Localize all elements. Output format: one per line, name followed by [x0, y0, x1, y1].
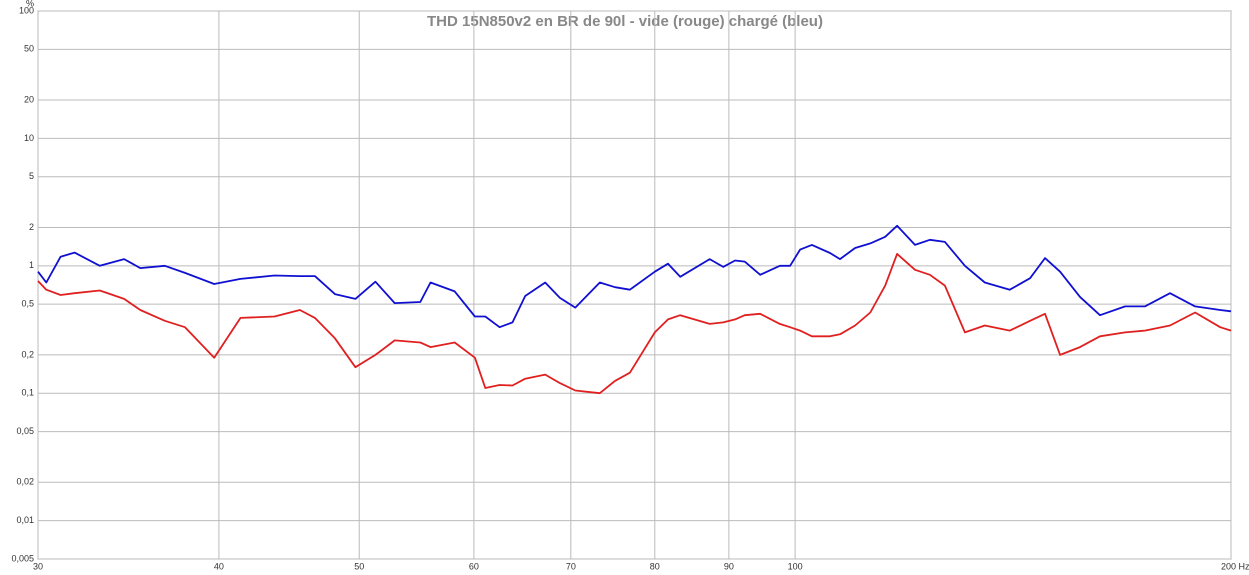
y-tick-label: 0,5: [21, 299, 34, 309]
y-tick-label: 1: [29, 260, 34, 270]
x-tick-label: 100: [788, 561, 803, 571]
y-tick-label: 5: [29, 171, 34, 181]
x-tick-label: 40: [214, 561, 224, 571]
y-tick-label: 100: [19, 5, 34, 15]
chart-title: THD 15N850v2 en BR de 90l - vide (rouge)…: [427, 13, 823, 30]
x-tick-label: 70: [566, 561, 576, 571]
y-tick-label: 0,02: [16, 477, 34, 487]
y-tick-label: 0,005: [11, 553, 34, 563]
y-tick-label: 20: [24, 94, 34, 104]
x-tick-label: 90: [724, 561, 734, 571]
y-tick-label: 0,01: [16, 515, 34, 525]
y-tick-label: 10: [24, 133, 34, 143]
x-tick-label: 200 Hz: [1221, 561, 1249, 571]
data-line: [37, 253, 1232, 395]
x-tick-label: 50: [354, 561, 364, 571]
x-tick-label: 80: [650, 561, 660, 571]
y-tick-label: 2: [29, 222, 34, 232]
x-tick-label: 60: [469, 561, 479, 571]
y-tick-label: 0,05: [16, 426, 34, 436]
x-tick-label: 30: [33, 561, 43, 571]
y-tick-label: 0,2: [21, 349, 34, 359]
y-tick-label: 0,1: [21, 388, 34, 398]
data-line: [37, 224, 1232, 329]
y-unit: %: [26, 0, 34, 8]
y-tick-label: 50: [24, 44, 34, 54]
plot-frame: [37, 10, 1232, 560]
